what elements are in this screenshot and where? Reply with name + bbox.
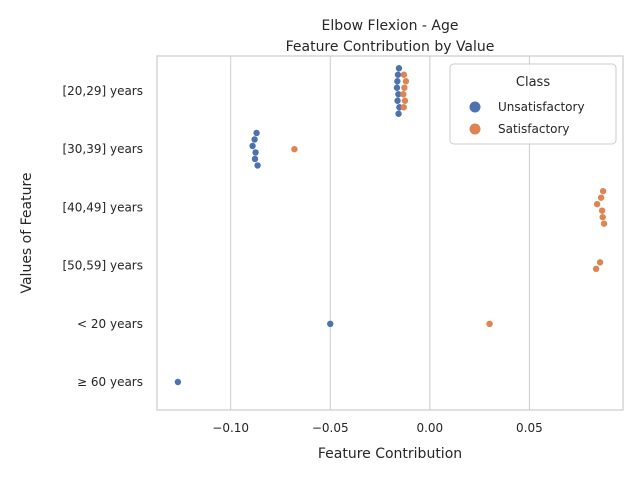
data-point-unsatisfactory: [174, 378, 182, 386]
data-point-satisfactory: [596, 259, 604, 266]
data-point-unsatisfactory: [395, 110, 402, 117]
data-point-unsatisfactory: [395, 65, 403, 72]
plot-area-frame: [156, 55, 624, 411]
data-point-unsatisfactory: [395, 91, 402, 98]
x-tick-label: −0.10: [212, 421, 249, 435]
data-point-satisfactory: [599, 213, 606, 221]
x-tick-label: 0.00: [416, 421, 443, 435]
data-point-satisfactory: [291, 146, 298, 153]
data-point-satisfactory: [400, 104, 407, 111]
data-point-satisfactory: [402, 78, 410, 85]
data-point-satisfactory: [401, 97, 409, 104]
legend-marker-satisfactory: [469, 123, 481, 135]
y-tick-label: [50,59] years: [62, 259, 143, 273]
data-point-satisfactory: [486, 320, 493, 327]
data-point-unsatisfactory: [393, 84, 401, 91]
legend-label-satisfactory: Satisfactory: [498, 122, 570, 136]
y-tick-label: ≥ 60 years: [77, 375, 143, 389]
legend-title: Class: [516, 75, 550, 90]
data-point-satisfactory: [600, 220, 608, 227]
y-tick-label: [30,39] years: [62, 142, 143, 156]
data-point-unsatisfactory: [251, 155, 259, 163]
data-point-satisfactory: [597, 194, 605, 201]
legend-marker-unsatisfactory: [469, 101, 481, 113]
data-point-unsatisfactory: [394, 71, 402, 78]
y-tick-label: [20,29] years: [62, 84, 143, 98]
data-point-satisfactory: [598, 207, 606, 214]
data-point-unsatisfactory: [251, 136, 258, 143]
axis-ticks: −0.10 −0.05 0.00 0.05 [20,29] years [30,39] y…: [62, 84, 542, 435]
data-point-unsatisfactory: [394, 78, 401, 85]
data-point-unsatisfactory: [327, 320, 334, 327]
chart-title: Elbow Flexion - Age: [321, 18, 458, 34]
data-point-unsatisfactory: [249, 142, 256, 150]
data-point-unsatisfactory: [252, 149, 259, 156]
data-points: [174, 65, 608, 386]
data-point-satisfactory: [592, 265, 600, 273]
x-axis-label: Feature Contribution: [318, 446, 462, 462]
legend: Class Unsatisfactory Satisfactory: [449, 63, 617, 145]
data-point-satisfactory: [593, 200, 601, 208]
y-tick-label: < 20 years: [77, 317, 143, 331]
data-point-satisfactory: [400, 71, 408, 78]
data-point-satisfactory: [401, 84, 408, 91]
y-tick-label: [40,49] years: [62, 200, 143, 214]
data-point-unsatisfactory: [254, 162, 261, 169]
data-point-satisfactory: [599, 187, 607, 195]
data-point-unsatisfactory: [253, 129, 260, 137]
legend-label-unsatisfactory: Unsatisfactory: [498, 100, 585, 114]
data-point-satisfactory: [400, 91, 407, 98]
legend-frame: [449, 63, 617, 145]
x-tick-label: −0.05: [312, 421, 349, 435]
data-point-unsatisfactory: [396, 104, 403, 111]
x-tick-label: 0.05: [516, 421, 543, 435]
chart-subtitle: Feature Contribution by Value: [286, 39, 495, 55]
y-axis-label: Values of Feature: [19, 172, 35, 293]
data-point-unsatisfactory: [394, 97, 401, 104]
